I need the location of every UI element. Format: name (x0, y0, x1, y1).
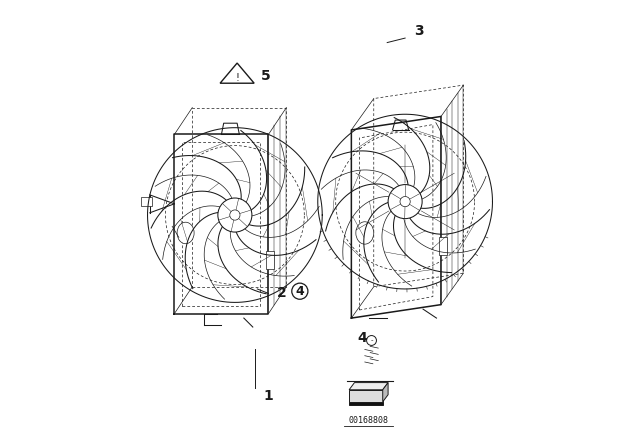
Polygon shape (349, 383, 388, 390)
FancyBboxPatch shape (266, 251, 275, 269)
Text: 5: 5 (261, 69, 271, 83)
Text: 4: 4 (358, 331, 367, 345)
Text: 4: 4 (296, 284, 304, 298)
Ellipse shape (356, 222, 374, 244)
Circle shape (218, 198, 252, 232)
Circle shape (367, 336, 376, 345)
Text: 00168808: 00168808 (348, 416, 388, 425)
Polygon shape (349, 402, 383, 405)
Text: !: ! (235, 73, 239, 82)
Ellipse shape (177, 222, 194, 244)
Polygon shape (383, 383, 388, 402)
Text: 1: 1 (264, 389, 273, 404)
Text: 3: 3 (413, 24, 424, 39)
Circle shape (400, 197, 410, 207)
FancyBboxPatch shape (141, 197, 152, 206)
Text: 2: 2 (277, 286, 287, 301)
Circle shape (230, 210, 240, 220)
Text: -: - (371, 337, 372, 344)
Polygon shape (349, 390, 383, 402)
FancyBboxPatch shape (439, 237, 447, 255)
Circle shape (388, 185, 422, 219)
Circle shape (292, 283, 308, 299)
